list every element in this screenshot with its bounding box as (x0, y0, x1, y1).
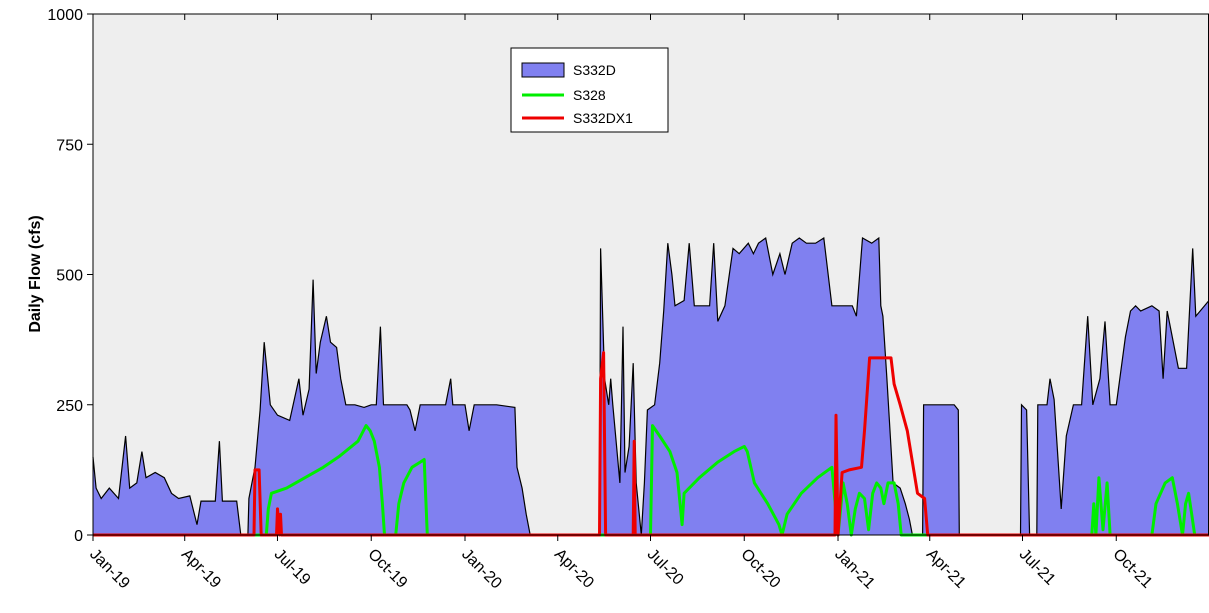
x-tick-label: Oct-21 (1109, 546, 1155, 592)
legend-swatch-s332d (521, 62, 565, 78)
series-line-s328 (93, 424, 1209, 537)
y-tick-label: 500 (56, 268, 83, 285)
x-tick-label: Apr-19 (178, 546, 224, 592)
x-tick-label: Jul-19 (271, 546, 314, 589)
x-tick-label: Jan-21 (831, 546, 878, 593)
y-tick-label: 750 (56, 137, 83, 154)
x-tick-label: Oct-20 (737, 546, 783, 592)
legend-label-s332dx1: S332DX1 (573, 110, 633, 126)
y-tick-label: 0 (74, 528, 83, 545)
x-tick-label: Jan-19 (86, 546, 133, 593)
x-tick-label: Apr-20 (551, 546, 597, 592)
x-tick-label: Apr-21 (923, 546, 969, 592)
series-outline-s332d (92, 236, 1209, 536)
x-tick-label: Jul-20 (644, 546, 687, 589)
y-tick-label: 250 (56, 398, 83, 415)
y-tick-label: 1000 (47, 7, 83, 24)
x-tick-label: Oct-19 (364, 546, 410, 592)
x-tick-label: Jan-20 (458, 546, 505, 593)
legend-label-s332d: S332D (573, 62, 616, 78)
y-axis-title: Daily Flow (cfs) (27, 215, 44, 332)
legend: S332D S328 S332DX1 (510, 47, 669, 133)
series-area-s332d (93, 238, 1209, 535)
x-tick-label: Jul-21 (1016, 546, 1059, 589)
legend-label-s328: S328 (573, 87, 606, 103)
